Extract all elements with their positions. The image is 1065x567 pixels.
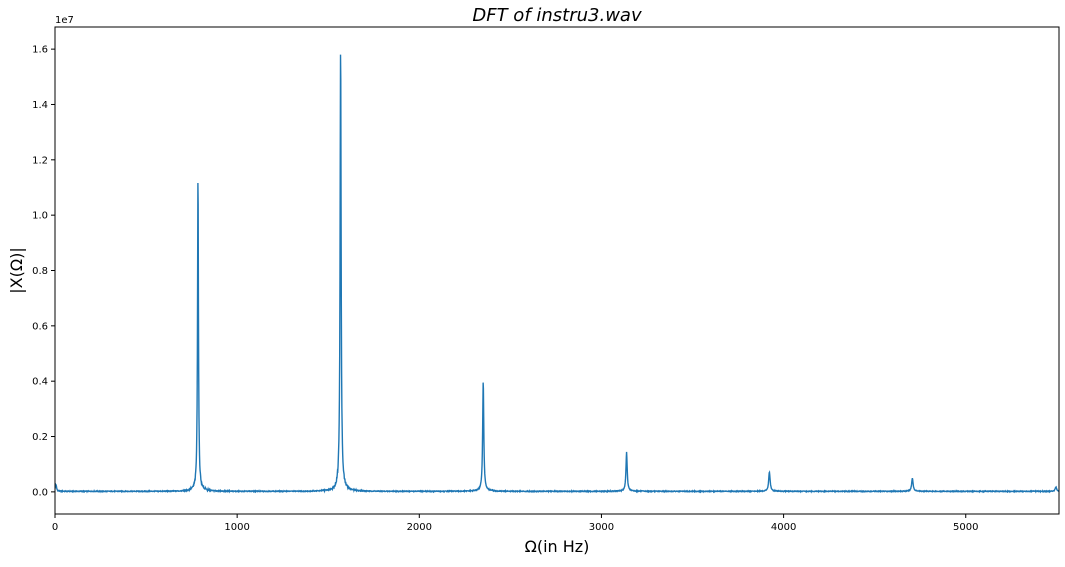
axes-frame (54, 26, 1060, 515)
plot-area (55, 54, 1059, 494)
y-tick-label: 1.4 (32, 100, 48, 111)
y-tick-label: 0.6 (32, 321, 48, 332)
y-tick-label: 1.0 (32, 211, 48, 222)
x-tick-label: 0 (52, 522, 58, 533)
x-tick-label: 3000 (589, 522, 614, 533)
x-tick-label: 2000 (407, 522, 432, 533)
x-tick-label: 5000 (953, 522, 978, 533)
x-axis-label: Ω(in Hz) (525, 537, 590, 556)
y-tick-label: 1.2 (32, 155, 48, 166)
y-tick-label: 0.8 (32, 266, 48, 277)
y-tick-label: 0.2 (32, 432, 48, 443)
x-tick-label: 1000 (224, 522, 249, 533)
y-tick-label: 0.4 (32, 377, 48, 388)
y-axis-label: |X(Ω)| (7, 247, 26, 293)
spectrum-line (55, 54, 1059, 494)
y-tick-label: 1.6 (32, 45, 48, 56)
x-axis: 0 1000 2000 3000 4000 5000 (52, 514, 978, 533)
chart-title: DFT of instru3.wav (472, 5, 642, 26)
y-offset-label: 1e7 (55, 15, 74, 26)
y-tick-label: 0.0 (32, 487, 48, 498)
x-tick-label: 4000 (771, 522, 796, 533)
y-axis: 0.0 0.2 0.4 0.6 0.8 1.0 1.2 1.4 1.6 (32, 45, 55, 498)
